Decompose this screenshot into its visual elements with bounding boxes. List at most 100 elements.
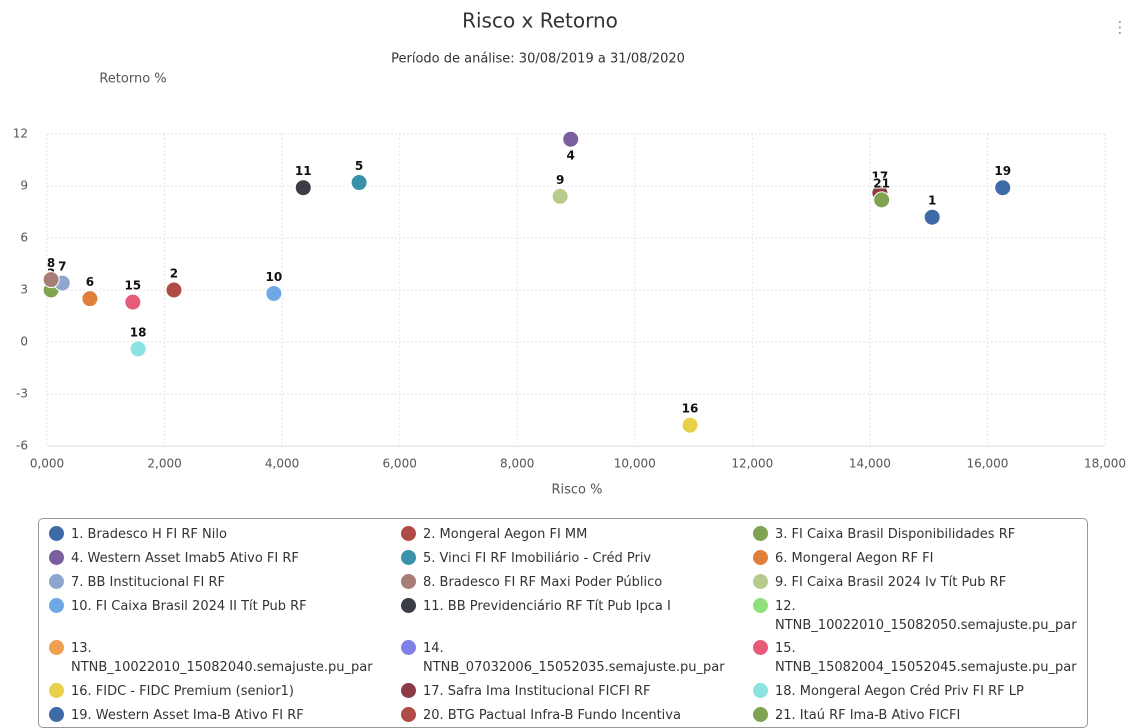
legend-swatch: [49, 707, 64, 723]
legend-swatch: [401, 526, 416, 541]
legend-swatch: [49, 640, 64, 656]
legend-item[interactable]: 18. Mongeral Aegon Créd Priv FI RF LP: [753, 682, 1093, 703]
point-label: 2: [170, 267, 178, 281]
x-tick-label: 8,000: [500, 457, 534, 471]
y-tick-label: 0: [20, 335, 28, 349]
legend: 1. Bradesco H FI RF Nilo 2. Mongeral Aego…: [38, 518, 1088, 728]
legend-label: 6. Mongeral Aegon RF FI: [775, 550, 934, 566]
legend-label: 1. Bradesco H FI RF Nilo: [71, 527, 227, 542]
x-tick-label: 16,000: [966, 457, 1008, 471]
chart-title: Risco x Retorno: [462, 9, 618, 33]
point-label: 1: [928, 194, 936, 208]
legend-item[interactable]: 11. BB Previdenciário RF Tít Pub Ipca I: [401, 597, 753, 637]
legend-item[interactable]: 7. BB Institucional FI RF: [49, 573, 401, 594]
legend-item[interactable]: 3. FI Caixa Brasil Disponibilidades RF: [753, 525, 1093, 546]
point-label: 11: [295, 164, 312, 178]
legend-label: 17. Safra Ima Institucional FICFI RF: [423, 684, 651, 700]
legend-swatch: [753, 640, 768, 656]
point-label: 19: [994, 164, 1011, 178]
legend-item[interactable]: 9. FI Caixa Brasil 2024 Iv Tít Pub RF: [753, 573, 1093, 594]
legend-item[interactable]: 10. FI Caixa Brasil 2024 II Tít Pub RF: [49, 597, 401, 637]
legend-swatch: [401, 549, 416, 565]
legend-swatch: [401, 573, 416, 589]
legend-label: 3. FI Caixa Brasil Disponibilidades RF: [775, 527, 1016, 542]
legend-item[interactable]: 15. NTNB_15082004_15052045.semajuste.pu_…: [753, 639, 1093, 679]
y-tick-label: 3: [20, 283, 28, 297]
x-tick-label: 12,000: [731, 457, 773, 471]
legend-swatch: [753, 707, 768, 723]
point: [551, 187, 569, 205]
legend-label: 2. Mongeral Aegon FI MM: [423, 527, 588, 542]
point-label: 5: [355, 159, 363, 173]
x-tick-label: 18,000: [1084, 457, 1126, 471]
legend-swatch: [753, 526, 768, 541]
legend-item[interactable]: 19. Western Asset Ima-B Ativo FI RF: [49, 706, 401, 727]
x-tick-label: 10,000: [614, 457, 656, 471]
legend-swatch: [49, 683, 64, 699]
x-axis-title: Risco %: [551, 483, 602, 498]
legend-swatch: [401, 597, 416, 613]
legend-item[interactable]: 21. Itaú RF Ima-B Ativo FICFI: [753, 706, 1093, 727]
point: [350, 174, 368, 192]
legend-item[interactable]: 20. BTG Pactual Infra-B Fundo Incentiva: [401, 706, 753, 727]
legend-swatch: [401, 707, 416, 723]
point: [562, 130, 580, 148]
point-label: 9: [556, 173, 564, 187]
point-label: 7: [58, 260, 66, 274]
legend-swatch: [401, 683, 416, 699]
point-label: 8: [47, 256, 55, 270]
point: [129, 340, 147, 358]
point-label: 17: [872, 169, 889, 183]
point-label: 16: [682, 402, 699, 416]
legend-label: 10. FI Caixa Brasil 2024 II Tít Pub RF: [71, 598, 307, 614]
legend-item[interactable]: 5. Vinci FI RF Imobiliário - Créd Priv: [401, 549, 753, 570]
y-axis-title: Retorno %: [99, 72, 166, 87]
legend-label: 16. FIDC - FIDC Premium (senior1): [71, 684, 295, 700]
legend-item[interactable]: 13. NTNB_10022010_15082040.semajuste.pu_…: [49, 639, 401, 679]
legend-label: 12. NTNB_10022010_15082050.semajuste.pu_…: [775, 598, 1077, 633]
legend-swatch: [753, 683, 768, 699]
x-tick-label: 6,000: [382, 457, 416, 471]
legend-item[interactable]: 4. Western Asset Imab5 Ativo FI RF: [49, 549, 401, 570]
menu-icon[interactable]: ⋮: [1112, 18, 1128, 37]
legend-item[interactable]: 6. Mongeral Aegon RF FI: [753, 549, 1093, 570]
legend-item[interactable]: 2. Mongeral Aegon FI MM: [401, 525, 753, 546]
y-tick-label: -6: [16, 439, 28, 453]
legend-item[interactable]: 8. Bradesco FI RF Maxi Poder Público: [401, 573, 753, 594]
legend-swatch: [753, 549, 768, 565]
point: [994, 179, 1012, 197]
legend-item[interactable]: 16. FIDC - FIDC Premium (senior1): [49, 682, 401, 703]
legend-item[interactable]: 12. NTNB_10022010_15082050.semajuste.pu_…: [753, 597, 1093, 637]
legend-item[interactable]: 1. Bradesco H FI RF Nilo: [49, 525, 401, 546]
x-tick-label: 2,000: [147, 457, 181, 471]
legend-label: 20. BTG Pactual Infra-B Fundo Incentiva: [423, 708, 681, 724]
point-label: 18: [130, 325, 147, 339]
point: [42, 271, 60, 289]
legend-label: 19. Western Asset Ima-B Ativo FI RF: [71, 708, 304, 724]
legend-item[interactable]: 14. NTNB_07032006_15052035.semajuste.pu_…: [401, 639, 753, 679]
x-tick-label: 0,000: [30, 457, 64, 471]
legend-label: 11. BB Previdenciário RF Tít Pub Ipca I: [423, 598, 671, 614]
legend-item[interactable]: 17. Safra Ima Institucional FICFI RF: [401, 682, 753, 703]
legend-label: 15. NTNB_15082004_15052045.semajuste.pu_…: [775, 641, 1077, 676]
legend-label: 5. Vinci FI RF Imobiliário - Créd Priv: [423, 550, 652, 566]
legend-swatch: [49, 573, 64, 589]
point-label: 15: [124, 279, 141, 293]
legend-swatch: [49, 549, 64, 565]
legend-label: 9. FI Caixa Brasil 2024 Iv Tít Pub RF: [775, 574, 1007, 590]
legend-swatch: [753, 597, 768, 613]
legend-label: 13. NTNB_10022010_15082040.semajuste.pu_…: [71, 641, 373, 676]
point: [923, 208, 941, 226]
legend-swatch: [753, 573, 768, 589]
x-tick-label: 4,000: [265, 457, 299, 471]
point: [265, 284, 283, 302]
legend-label: 4. Western Asset Imab5 Ativo FI RF: [71, 550, 299, 566]
y-tick-label: 9: [20, 179, 28, 193]
legend-label: 7. BB Institucional FI RF: [71, 574, 226, 590]
x-tick-label: 14,000: [849, 457, 891, 471]
point-label: 21: [873, 176, 890, 190]
point: [681, 416, 699, 434]
legend-swatch: [49, 526, 64, 541]
